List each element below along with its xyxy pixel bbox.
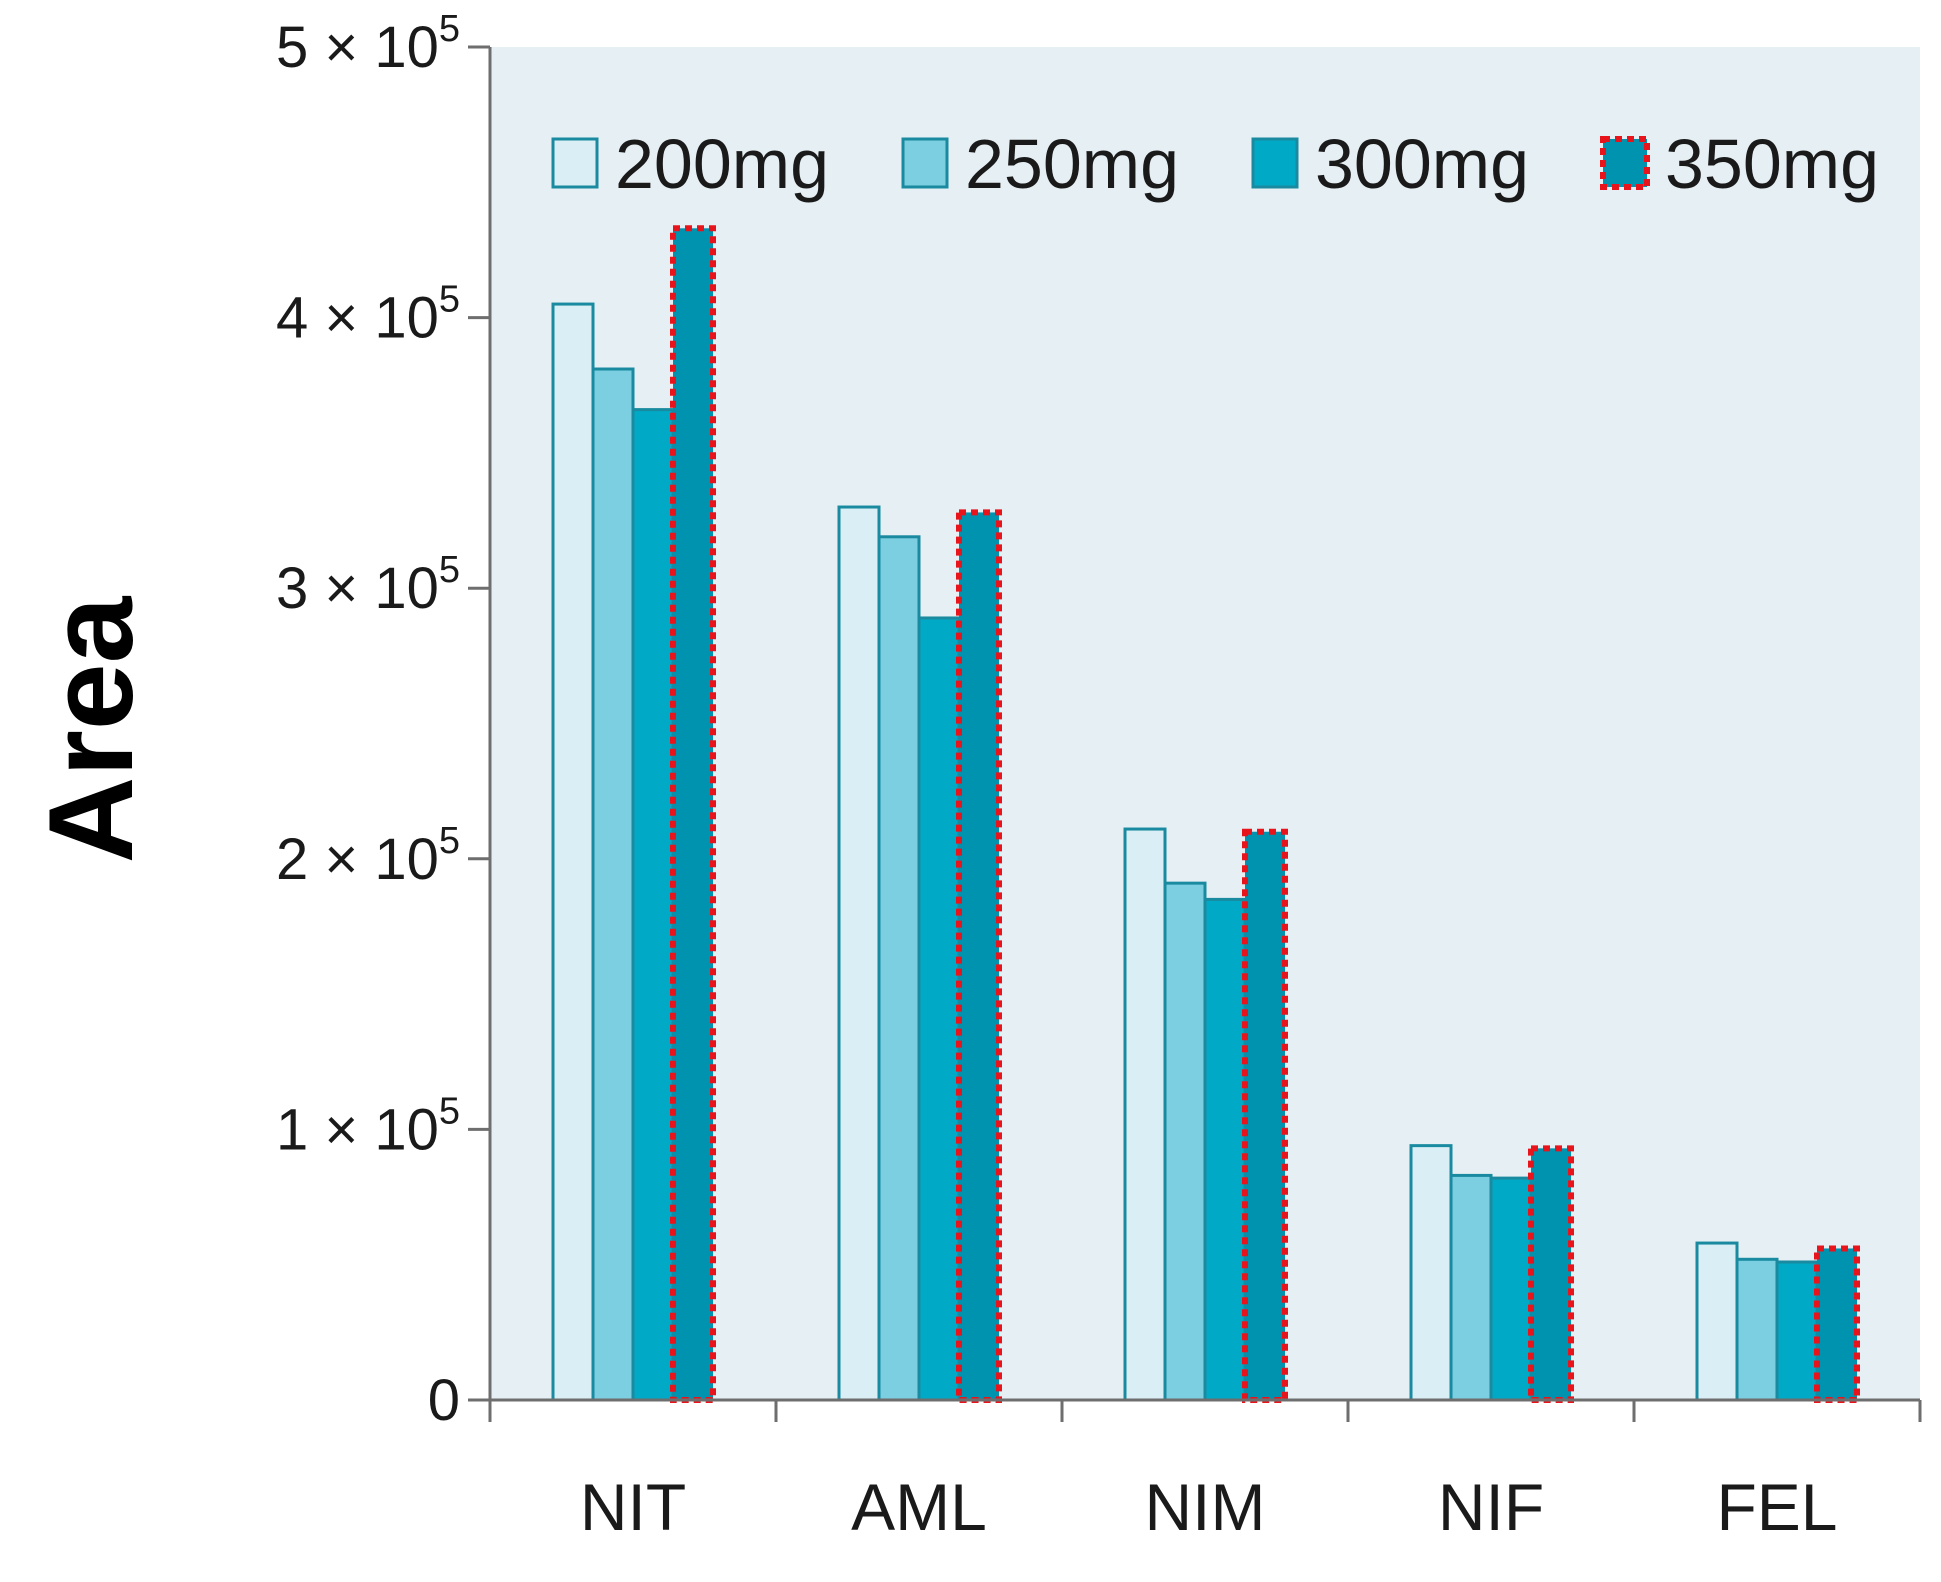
y-tick-label: 3 × 105 [276, 549, 460, 621]
legend-swatch-300mg [1251, 137, 1299, 189]
y-tick-label: 1 × 105 [276, 1090, 460, 1162]
y-tick-label: 0 [428, 1368, 460, 1433]
bars-layer [551, 225, 1860, 1404]
bar-250mg-nim [1163, 881, 1207, 1402]
bar-350mg-nif [1528, 1145, 1574, 1404]
x-tick-label: NIF [1438, 1470, 1544, 1544]
y-tick-label: 4 × 105 [276, 279, 460, 351]
bar-300mg-nim [1203, 897, 1247, 1402]
legend-swatch-350mg [1600, 136, 1650, 190]
bar-250mg-fel [1735, 1257, 1779, 1402]
bar-350mg-nim [1242, 828, 1288, 1403]
y-tick-mantissa: 2 × 10 [276, 827, 439, 892]
bar-300mg-fel [1775, 1260, 1819, 1402]
y-tick-mantissa: 3 × 10 [276, 556, 439, 621]
legend-label-200mg: 200mg [615, 125, 829, 203]
legend: 200mg 250mg 300mg 350mg [551, 125, 1879, 203]
y-tick-exponent: 5 [439, 1090, 460, 1132]
y-tick-mantissa: 4 × 10 [276, 286, 439, 351]
y-tick-exponent: 5 [439, 820, 460, 862]
bar-300mg-nif [1489, 1176, 1533, 1402]
x-axis-ticks: NIT AML NIM NIF FEL [488, 1400, 1922, 1544]
bar-350mg-fel [1814, 1245, 1860, 1403]
bar-200mg-fel [1695, 1241, 1739, 1402]
x-tick-label: NIM [1145, 1470, 1266, 1544]
bar-200mg-nif [1409, 1144, 1453, 1402]
bar-200mg-nit [551, 302, 595, 1402]
x-tick-label: NIT [580, 1470, 686, 1544]
bar-250mg-nif [1449, 1173, 1493, 1402]
y-tick-exponent: 5 [439, 279, 460, 321]
bar-250mg-aml [877, 535, 921, 1402]
bar-200mg-nim [1123, 827, 1167, 1402]
y-tick-label: 5 × 105 [276, 8, 460, 80]
y-tick-mantissa: 5 × 10 [276, 15, 439, 80]
legend-label-350mg: 350mg [1665, 125, 1879, 203]
y-tick-mantissa: 1 × 10 [276, 1097, 439, 1162]
bar-250mg-nit [591, 367, 635, 1402]
bar-350mg-nit [670, 225, 716, 1403]
legend-swatch-200mg [551, 137, 599, 189]
x-tick-label: AML [851, 1470, 987, 1544]
y-tick-label: 2 × 105 [276, 820, 460, 892]
bar-350mg-aml [956, 509, 1002, 1403]
bar-300mg-aml [917, 616, 961, 1402]
bar-200mg-aml [837, 505, 881, 1402]
y-axis-title: Area [24, 595, 158, 863]
y-tick-exponent: 5 [439, 8, 460, 50]
legend-label-250mg: 250mg [965, 125, 1179, 203]
y-tick-exponent: 5 [439, 549, 460, 591]
legend-label-300mg: 300mg [1315, 125, 1529, 203]
bar-300mg-nit [631, 408, 675, 1402]
x-tick-label: FEL [1716, 1470, 1837, 1544]
legend-swatch-250mg [901, 137, 949, 189]
